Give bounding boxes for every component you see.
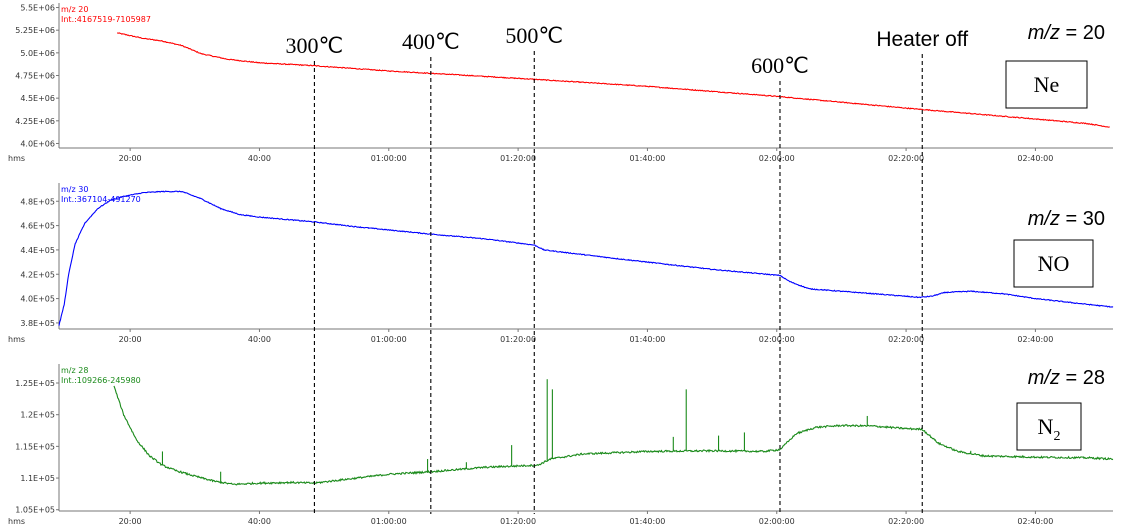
y-tick-label: 4.0E+06 bbox=[20, 139, 55, 148]
x-tick-label: 20:00 bbox=[119, 517, 142, 526]
trace-legend-intensity: Int.:367104-491270 bbox=[61, 195, 141, 204]
x-tick-label: 40:00 bbox=[248, 335, 271, 344]
species-label: N2 bbox=[1038, 414, 1061, 444]
y-tick-label: 4.75E+06 bbox=[15, 72, 55, 81]
x-tick-label: 01:20:00 bbox=[500, 154, 536, 163]
y-tick-label: 1.25E+05 bbox=[15, 379, 55, 388]
trace-legend-intensity: Int.:109266-245980 bbox=[61, 376, 141, 385]
marker-label: Heater off bbox=[876, 28, 968, 51]
species-name: N bbox=[1038, 414, 1054, 439]
marker-label: 600℃ bbox=[751, 53, 809, 78]
x-tick-label: 02:40:00 bbox=[1017, 517, 1053, 526]
x-tick-label: 02:00:00 bbox=[759, 154, 795, 163]
panel-mz-28: 1.25E+051.2E+051.15E+051.1E+051.05E+0520… bbox=[8, 364, 1114, 526]
species-name: Ne bbox=[1034, 72, 1060, 97]
species-box bbox=[1016, 402, 1082, 451]
y-tick-label: 4.25E+06 bbox=[15, 117, 55, 126]
x-tick-label: 01:20:00 bbox=[500, 517, 536, 526]
mz-label: m/z = 28 bbox=[1028, 367, 1105, 389]
species-label: Ne bbox=[1034, 72, 1060, 97]
mz-value: = 30 bbox=[1060, 208, 1105, 230]
mz-value: = 28 bbox=[1060, 367, 1105, 389]
x-tick-label: 20:00 bbox=[119, 335, 142, 344]
x-tick-label: 01:20:00 bbox=[500, 335, 536, 344]
y-tick-label: 4.6E+05 bbox=[20, 222, 55, 231]
x-tick-label: 02:00:00 bbox=[759, 517, 795, 526]
species-box bbox=[1005, 60, 1088, 109]
species-label: NO bbox=[1038, 251, 1070, 276]
y-tick-label: 1.05E+05 bbox=[15, 506, 55, 515]
data-series-line bbox=[113, 385, 1114, 486]
data-series-line bbox=[116, 32, 1110, 128]
y-tick-label: 5.5E+06 bbox=[20, 4, 55, 13]
y-tick-label: 4.4E+05 bbox=[20, 246, 55, 255]
trace-legend-name: m/z 30 bbox=[61, 185, 88, 194]
x-tick-label: 02:40:00 bbox=[1017, 154, 1053, 163]
x-tick-label: 02:00:00 bbox=[759, 335, 795, 344]
mz-label: m/z = 20 bbox=[1028, 22, 1105, 44]
y-tick-label: 3.8E+05 bbox=[20, 319, 55, 328]
y-tick-label: 5.0E+06 bbox=[20, 49, 55, 58]
y-tick-label: 1.2E+05 bbox=[20, 411, 55, 420]
x-axis-label: hms bbox=[8, 154, 25, 163]
x-tick-label: 01:40:00 bbox=[629, 154, 665, 163]
x-tick-label: 40:00 bbox=[248, 154, 271, 163]
x-axis-label: hms bbox=[8, 517, 25, 526]
chart-panels: 5.5E+06 5.25E+06 5.0E+06 4.75E+06 4.5E+06 4.2… bbox=[8, 3, 1114, 526]
y-tick-label: 5.25E+06 bbox=[15, 26, 55, 35]
marker-label: 300℃ bbox=[286, 33, 344, 58]
x-tick-label: 01:40:00 bbox=[629, 335, 665, 344]
trace-legend-name: m/z 20 bbox=[61, 5, 88, 14]
y-tick-label: 4.0E+05 bbox=[20, 295, 55, 304]
x-tick-label: 40:00 bbox=[248, 517, 271, 526]
x-tick-label: 02:20:00 bbox=[888, 335, 924, 344]
trace-legend-name: m/z 28 bbox=[61, 366, 88, 375]
marker-label: 400℃ bbox=[402, 29, 460, 54]
y-tick-label: 4.8E+05 bbox=[20, 197, 55, 206]
panel-mz-30: 4.8E+05 4.6E+05 4.4E+05 4.2E+05 4.0E+05 3.8E+… bbox=[8, 183, 1114, 344]
data-series-line bbox=[58, 190, 1114, 326]
y-tick-label: 1.1E+05 bbox=[20, 474, 55, 483]
species-subscript: 2 bbox=[1053, 429, 1060, 444]
x-tick-label: 20:00 bbox=[119, 154, 142, 163]
mz-label: m/z = 30 bbox=[1028, 208, 1105, 230]
mz-value: = 20 bbox=[1060, 22, 1105, 44]
mz-prefix: m/z bbox=[1028, 367, 1060, 389]
mz-prefix: m/z bbox=[1028, 22, 1060, 44]
panel-mz-20: 5.5E+06 5.25E+06 5.0E+06 4.75E+06 4.5E+06 4.2… bbox=[8, 3, 1113, 163]
mz-prefix: m/z bbox=[1028, 208, 1060, 230]
y-tick-label: 4.2E+05 bbox=[20, 270, 55, 279]
x-axis-label: hms bbox=[8, 335, 25, 344]
y-tick-label: 1.15E+05 bbox=[15, 442, 55, 451]
marker-label: 500℃ bbox=[505, 23, 563, 48]
trace-legend-intensity: Int.:4167519-7105987 bbox=[61, 15, 151, 24]
x-tick-label: 01:00:00 bbox=[371, 154, 407, 163]
x-tick-label: 02:20:00 bbox=[888, 154, 924, 163]
x-tick-label: 01:40:00 bbox=[629, 517, 665, 526]
x-tick-label: 01:00:00 bbox=[371, 517, 407, 526]
x-tick-label: 02:40:00 bbox=[1017, 335, 1053, 344]
temperature-markers: 300℃ 400℃ 500℃ 600℃ Heater off bbox=[286, 23, 968, 514]
x-tick-label: 02:20:00 bbox=[888, 517, 924, 526]
x-tick-label: 01:00:00 bbox=[371, 335, 407, 344]
species-box bbox=[1013, 239, 1094, 288]
spike-group bbox=[161, 379, 972, 483]
y-tick-label: 4.5E+06 bbox=[20, 94, 55, 103]
species-name: NO bbox=[1038, 251, 1070, 276]
